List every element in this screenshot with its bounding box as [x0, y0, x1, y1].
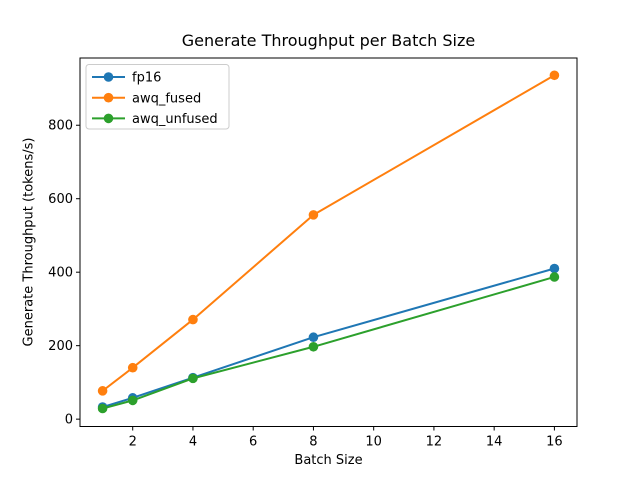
y-tick-label: 400 [48, 266, 73, 281]
legend-marker-fp16 [103, 72, 114, 82]
series-marker-awq_unfused [308, 341, 319, 352]
series-marker-fp16 [549, 263, 560, 274]
series-marker-awq_fused [97, 386, 108, 396]
x-tick-label: 4 [189, 435, 197, 450]
series-marker-awq_unfused [127, 395, 138, 406]
legend-label-awq_unfused: awq_unfused [132, 112, 218, 127]
x-tick-label: 8 [309, 435, 317, 450]
x-tick-label: 2 [129, 435, 137, 450]
y-tick-label: 200 [48, 339, 73, 354]
y-tick-label: 0 [65, 413, 73, 428]
series-marker-awq_fused [188, 314, 198, 325]
chart-title: Generate Throughput per Batch Size [181, 31, 476, 50]
x-tick-label: 12 [426, 435, 443, 450]
series-marker-awq_fused [127, 362, 138, 373]
x-axis-label: Batch Size [294, 453, 363, 468]
x-tick-label: 6 [249, 435, 257, 450]
x-tick-label: 14 [486, 435, 503, 450]
series-marker-awq_fused [549, 70, 560, 81]
x-tick-label: 16 [546, 435, 563, 450]
legend-marker-awq_fused [103, 92, 114, 103]
legend-marker-awq_unfused [103, 113, 114, 124]
legend-label-awq_fused: awq_fused [132, 91, 201, 106]
y-tick-label: 600 [48, 192, 73, 207]
x-tick-label: 10 [365, 435, 382, 450]
series-marker-awq_unfused [549, 272, 560, 282]
legend-box [85, 64, 230, 130]
series-marker-fp16 [308, 332, 319, 343]
series-marker-awq_unfused [97, 403, 108, 414]
y-tick-label: 800 [48, 119, 73, 134]
series-marker-awq_fused [308, 210, 319, 220]
series-marker-awq_unfused [188, 373, 198, 384]
axes-frame [79, 57, 578, 427]
legend-label-fp16: fp16 [132, 71, 161, 86]
series-line-awq_unfused [102, 276, 555, 410]
